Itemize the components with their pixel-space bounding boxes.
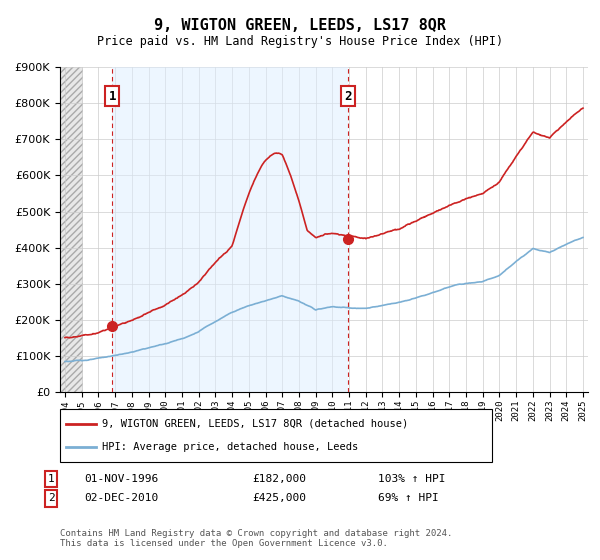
- Text: 1: 1: [47, 474, 55, 484]
- Bar: [60, 67, 83, 392]
- Text: £425,000: £425,000: [252, 493, 306, 503]
- Bar: [60, 67, 83, 392]
- Text: 9, WIGTON GREEN, LEEDS, LS17 8QR (detached house): 9, WIGTON GREEN, LEEDS, LS17 8QR (detach…: [102, 419, 408, 429]
- Text: Price paid vs. HM Land Registry's House Price Index (HPI): Price paid vs. HM Land Registry's House …: [97, 35, 503, 49]
- Text: Contains HM Land Registry data © Crown copyright and database right 2024.
This d: Contains HM Land Registry data © Crown c…: [60, 529, 452, 548]
- Text: 2: 2: [47, 493, 55, 503]
- Text: 103% ↑ HPI: 103% ↑ HPI: [378, 474, 445, 484]
- Bar: [112, 67, 348, 392]
- Text: 2: 2: [344, 90, 352, 102]
- Text: HPI: Average price, detached house, Leeds: HPI: Average price, detached house, Leed…: [102, 442, 358, 452]
- Text: 01-NOV-1996: 01-NOV-1996: [84, 474, 158, 484]
- Text: 1: 1: [109, 90, 116, 102]
- Text: 69% ↑ HPI: 69% ↑ HPI: [378, 493, 439, 503]
- Text: 02-DEC-2010: 02-DEC-2010: [84, 493, 158, 503]
- Text: 9, WIGTON GREEN, LEEDS, LS17 8QR: 9, WIGTON GREEN, LEEDS, LS17 8QR: [154, 18, 446, 32]
- Text: £182,000: £182,000: [252, 474, 306, 484]
